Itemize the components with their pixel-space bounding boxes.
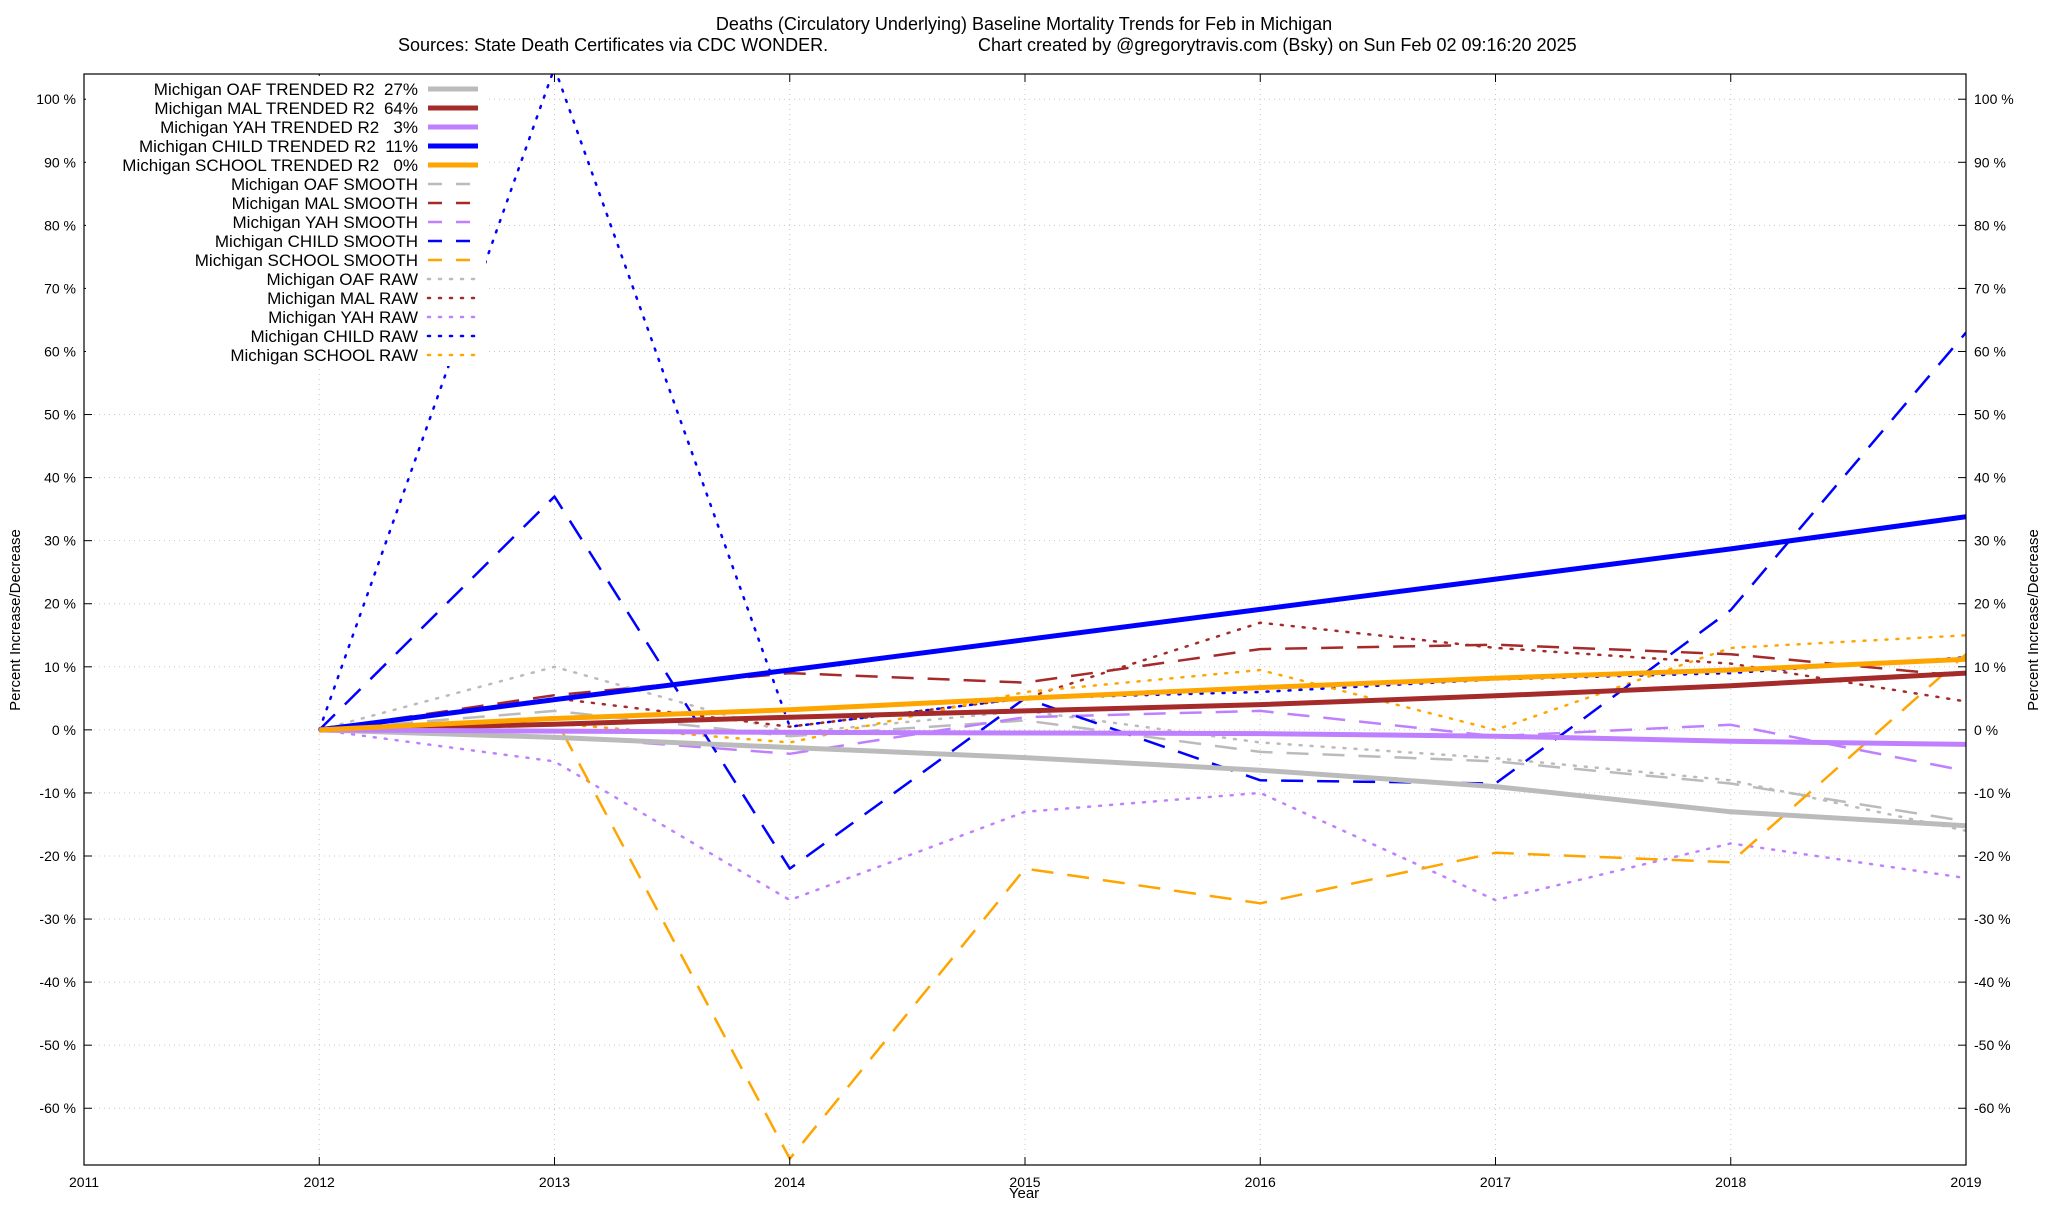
y-tick-label-left: 10 % [44,659,76,675]
y-tick-label-left: 60 % [44,343,76,359]
legend: Michigan OAF TRENDED R2 27%Michigan MAL … [86,76,486,366]
y-tick-label-right: -30 % [1974,911,2011,927]
y-tick-label-right: 10 % [1974,659,2006,675]
series-line-yah-smooth [319,709,1966,773]
y-tick-label-right: 50 % [1974,407,2006,423]
y-tick-label-right: 0 % [1974,722,1998,738]
legend-label: Michigan YAH TRENDED R2 3% [160,118,418,137]
legend-label: Michigan OAF SMOOTH [231,175,418,194]
series-line-mal-trend [319,670,1966,733]
y-tick-label-left: -30 % [39,911,76,927]
y-tick-label-right: 70 % [1974,280,2006,296]
x-tick-label: 2013 [539,1174,570,1190]
series-line-school-raw [318,634,1966,744]
legend-label: Michigan SCHOOL TRENDED R2 0% [122,156,418,175]
legend-label: Michigan YAH SMOOTH [233,213,418,232]
series-line-mal-raw [318,621,1966,732]
x-tick-label: 2011 [69,1174,99,1190]
x-tick-label: 2015 [1009,1174,1040,1190]
chart-subtitle-source: Sources: State Death Certificates via CD… [398,35,828,55]
y-tick-label-right: 80 % [1974,217,2006,233]
y-tick-label-left: 100 % [36,91,76,107]
y-tick-label-left: 70 % [44,280,76,296]
legend-label: Michigan MAL TRENDED R2 64% [154,99,418,118]
series-line-child-smooth [318,331,1966,870]
series-line-school-trend [319,656,1966,733]
y-tick-label-right: 90 % [1974,154,2006,170]
y-tick-label-left: 0 % [52,722,76,738]
y-tick-label-left: -60 % [39,1100,76,1116]
y-axis-left: -60 % -50 % -40 % -30 % -20 % -10 % 0 % 10 % 20 … [36,91,92,1116]
x-tick-label: 2016 [1245,1174,1276,1190]
legend-label: Michigan MAL RAW [267,289,418,308]
grid-lines [84,74,1966,1165]
y-axis-label-right: Percent Increase/Decrease [2025,529,2042,711]
y-tick-label-right: -50 % [1974,1037,2011,1053]
legend-label: Michigan CHILD RAW [250,327,418,346]
y-tick-label-right: -20 % [1974,848,2011,864]
legend-label: Michigan SCHOOL SMOOTH [195,251,418,270]
legend-label: Michigan OAF TRENDED R2 27% [154,80,418,99]
series-line-mal-smooth [319,643,1966,732]
x-tick-label: 2019 [1950,1174,1981,1190]
y-tick-label-left: -10 % [39,785,76,801]
legend-background [86,76,486,366]
y-tick-label-left: -20 % [39,848,76,864]
y-tick-label-right: -40 % [1974,974,2011,990]
legend-label: Michigan OAF RAW [267,270,418,289]
legend-label: Michigan YAH RAW [268,308,418,327]
y-tick-label-right: 60 % [1974,343,2006,359]
y-tick-label-right: 100 % [1974,91,2014,107]
y-tick-label-left: 30 % [44,533,76,549]
x-tick-label: 2014 [774,1174,805,1190]
chart-subtitle-credit: Chart created by @gregorytravis.com (Bsk… [978,35,1577,55]
series-line-oaf-smooth [319,709,1966,823]
x-tick-label: 2017 [1480,1174,1511,1190]
series-line-yah-raw [318,728,1966,902]
series-layer [318,74,1966,1160]
y-tick-label-left: 50 % [44,407,76,423]
y-axis-right: -60 % -50 % -40 % -30 % -20 % -10 % 0 % 10 % 20 … [1958,91,2014,1116]
x-tick-label: 2018 [1715,1174,1746,1190]
series-line-school-smooth [319,653,1966,1160]
series-line-child-trend [318,514,1966,733]
legend-label: Michigan CHILD TRENDED R2 11% [139,137,418,156]
chart-title: Deaths (Circulatory Underlying) Baseline… [716,14,1332,34]
y-axis-label-left: Percent Increase/Decrease [7,529,24,711]
series-line-child-raw [318,74,1966,732]
y-tick-label-left: -50 % [39,1037,76,1053]
y-tick-label-left: -40 % [39,974,76,990]
y-tick-label-right: 40 % [1974,470,2006,486]
series-line-yah-trend [319,727,1966,747]
y-tick-label-left: 80 % [44,217,76,233]
y-tick-label-left: 20 % [44,596,76,612]
y-tick-label-right: -60 % [1974,1100,2011,1116]
legend-label: Michigan CHILD SMOOTH [215,232,418,251]
y-tick-label-right: 20 % [1974,596,2006,612]
x-axis-label: Year [1009,1185,1039,1200]
legend-label: Michigan SCHOOL RAW [230,346,418,365]
x-axis: 2011 2012 2013 2014 2015 2016 2017 2018 2019 [69,74,1982,1190]
y-tick-label-right: -10 % [1974,785,2011,801]
y-tick-label-right: 30 % [1974,533,2006,549]
legend-label: Michigan MAL SMOOTH [232,194,418,213]
y-tick-label-left: 90 % [44,154,76,170]
y-tick-label-left: 40 % [44,470,76,486]
series-line-oaf-trend [319,727,1966,829]
x-tick-label: 2012 [304,1174,335,1190]
